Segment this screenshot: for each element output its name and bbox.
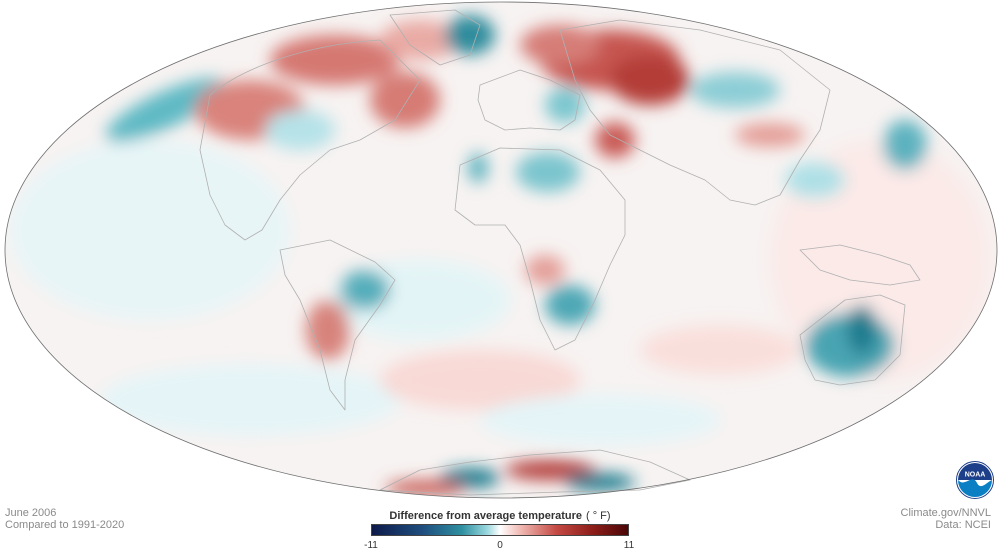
anomaly-blobs — [10, 15, 990, 496]
source-label: Data: NCEI — [935, 519, 991, 531]
anomaly-field — [5, 2, 997, 498]
legend-color-bar — [371, 524, 629, 536]
date-label: June 2006 — [5, 507, 57, 519]
legend-title: Difference from average temperature ( ° F… — [370, 510, 630, 522]
credit-info: Climate.gov/NNVL Data: NCEI — [901, 507, 991, 531]
map-date-info: June 2006 Compared to 1991-2020 — [5, 507, 124, 531]
credit-label: Climate.gov/NNVL — [900, 507, 991, 519]
legend-unit: ( ° F) — [586, 510, 611, 522]
legend-tick-max: 11 — [623, 540, 635, 551]
legend-tick-min: -11 — [364, 540, 378, 551]
noaa-logo-text: NOAA — [965, 472, 986, 479]
globe-outline — [4, 1, 998, 499]
continent-outlines — [199, 9, 921, 496]
legend-title-text: Difference from average temperature — [389, 510, 582, 522]
legend-tick-mid: 0 — [497, 540, 503, 551]
noaa-logo-icon: NOAA — [956, 461, 994, 499]
baseline-label: Compared to 1991-2020 — [5, 519, 125, 531]
